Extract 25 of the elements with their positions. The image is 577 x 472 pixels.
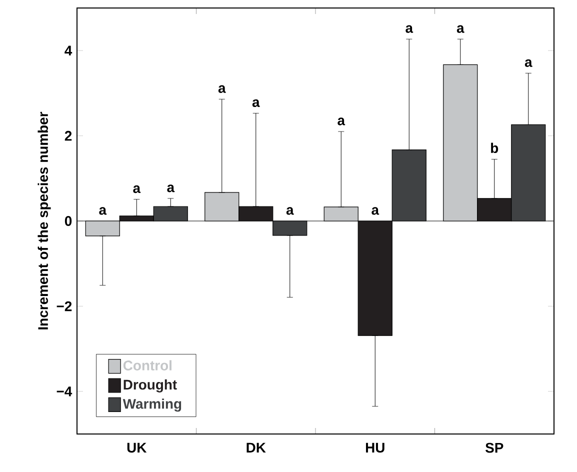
x-tick-label: SP [485,442,504,453]
y-tick-label: −2 [56,301,72,312]
annotation: a [286,207,294,215]
legend-label: Drought [124,379,177,392]
annotation: a [252,99,260,108]
annotation: a [167,184,175,192]
annotation: a [406,25,414,33]
x-tick-label: UK [127,442,147,453]
y-tick-label: −4 [56,386,72,396]
annotation: b [491,142,498,154]
annotation: a [133,185,141,194]
annotation: a [218,85,226,93]
legend-label: Warming [122,398,182,412]
legend-label: Control [123,360,172,370]
y-axis-title: Increment of the species number [38,112,51,330]
x-tick-label: HU [366,442,384,453]
y-tick-label: 0 [64,216,72,226]
y-tick-label: 4 [64,46,72,56]
x-tick-label: DK [246,442,266,452]
y-tick-label: 2 [64,130,72,141]
annotation: a [524,59,532,67]
annotation: a [338,118,346,126]
annotation: a [372,207,380,215]
annotation: a [99,207,107,215]
annotation: a [456,25,464,33]
